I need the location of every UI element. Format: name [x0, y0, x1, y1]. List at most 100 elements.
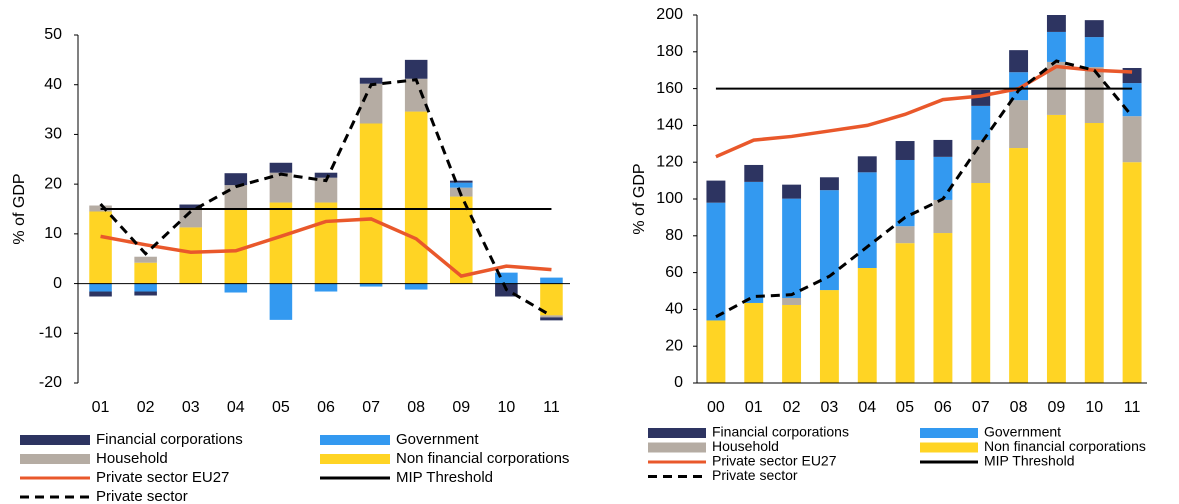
y-tick-label: 200 — [656, 6, 683, 23]
x-tick-label: 07 — [972, 399, 990, 416]
bar — [224, 185, 248, 209]
bar — [895, 226, 915, 244]
line — [715, 59, 1134, 319]
x-tick-label: 08 — [407, 399, 425, 416]
bar — [269, 172, 293, 203]
bar — [933, 156, 953, 200]
legend-label: Private sector EU27 — [712, 453, 837, 469]
x-tick-label: 10 — [1085, 399, 1103, 416]
bar — [706, 180, 726, 203]
y-tick-label: -20 — [39, 374, 62, 391]
y-tick-label: 80 — [665, 227, 683, 244]
legend-swatch — [648, 442, 706, 453]
x-tick-label: 10 — [497, 399, 515, 416]
bar — [134, 256, 157, 263]
bar — [933, 139, 953, 157]
legend-label: Financial corporations — [96, 431, 243, 448]
bar — [782, 184, 802, 199]
x-tick-label: 04 — [227, 399, 245, 416]
bar — [857, 156, 877, 173]
bar — [706, 202, 726, 321]
x-tick-label: 02 — [783, 399, 801, 416]
bar — [359, 77, 383, 84]
bar — [1009, 100, 1029, 149]
bar — [895, 243, 915, 383]
bar — [1084, 37, 1104, 68]
bar — [179, 227, 202, 284]
x-tick-label: 04 — [858, 399, 876, 416]
y-tick-label: 40 — [665, 301, 683, 318]
bar — [971, 105, 991, 140]
legend-swatch — [320, 435, 390, 445]
bar — [224, 173, 248, 186]
bar — [895, 141, 915, 160]
bar — [540, 277, 563, 284]
bar — [450, 196, 473, 284]
line — [715, 64, 1133, 159]
bar — [857, 172, 877, 268]
bar — [744, 164, 764, 182]
y-tick-label: 180 — [656, 43, 683, 60]
x-tick-label: 07 — [362, 399, 380, 416]
bar — [450, 182, 473, 188]
bar — [314, 283, 338, 292]
bar — [495, 272, 518, 284]
x-tick-label: 01 — [92, 399, 110, 416]
bar — [134, 283, 157, 292]
legend-label: Private sector — [712, 467, 798, 483]
y-tick-label: 0 — [674, 374, 683, 391]
y-tick-label: 50 — [44, 26, 62, 43]
bar — [359, 123, 383, 284]
x-tick-label: 06 — [934, 399, 952, 416]
x-tick-label: 03 — [182, 399, 200, 416]
bar — [404, 111, 428, 284]
legend-label: Non financial corporations — [984, 438, 1146, 454]
bar — [540, 315, 563, 318]
legend-label: Household — [712, 438, 779, 454]
y-tick-label: -10 — [39, 325, 62, 342]
line — [99, 78, 553, 318]
bar — [706, 320, 726, 383]
bar — [314, 202, 338, 284]
x-tick-label: 11 — [1124, 399, 1141, 416]
bar — [359, 83, 383, 124]
bar — [744, 181, 764, 303]
bar — [1046, 15, 1066, 32]
legend-swatch — [320, 454, 390, 464]
bar — [1009, 50, 1029, 73]
legend-label: Government — [984, 424, 1061, 440]
x-tick-label: 09 — [1048, 399, 1066, 416]
x-tick-label: 05 — [272, 399, 290, 416]
bar — [540, 317, 563, 321]
x-tick-label: 01 — [745, 399, 763, 416]
bar — [782, 297, 802, 305]
legend-label: Private sector EU27 — [96, 469, 229, 486]
legend-label: Non financial corporations — [396, 450, 569, 467]
y-tick-label: 140 — [656, 117, 683, 134]
bar — [404, 283, 428, 290]
bar — [269, 162, 293, 173]
y-tick-label: 100 — [656, 190, 683, 207]
bar — [1046, 114, 1066, 384]
bar — [933, 199, 953, 234]
bar — [1122, 162, 1142, 383]
bar — [89, 283, 112, 292]
y-tick-label: 40 — [44, 76, 62, 93]
bar — [1009, 148, 1029, 383]
bar — [782, 304, 802, 383]
legend-swatch — [648, 428, 706, 438]
bar — [744, 302, 764, 383]
y-tick-label: 10 — [44, 225, 62, 242]
bar — [895, 159, 915, 227]
legend-label: Private sector — [96, 488, 188, 504]
bar — [314, 177, 338, 203]
bar — [134, 291, 157, 296]
x-tick-label: 05 — [896, 399, 914, 416]
x-tick-label: 11 — [543, 399, 560, 416]
bar — [857, 268, 877, 383]
bar — [971, 182, 991, 383]
y-tick-label: 160 — [656, 80, 683, 97]
x-tick-label: 09 — [452, 399, 470, 416]
bar — [971, 139, 991, 183]
